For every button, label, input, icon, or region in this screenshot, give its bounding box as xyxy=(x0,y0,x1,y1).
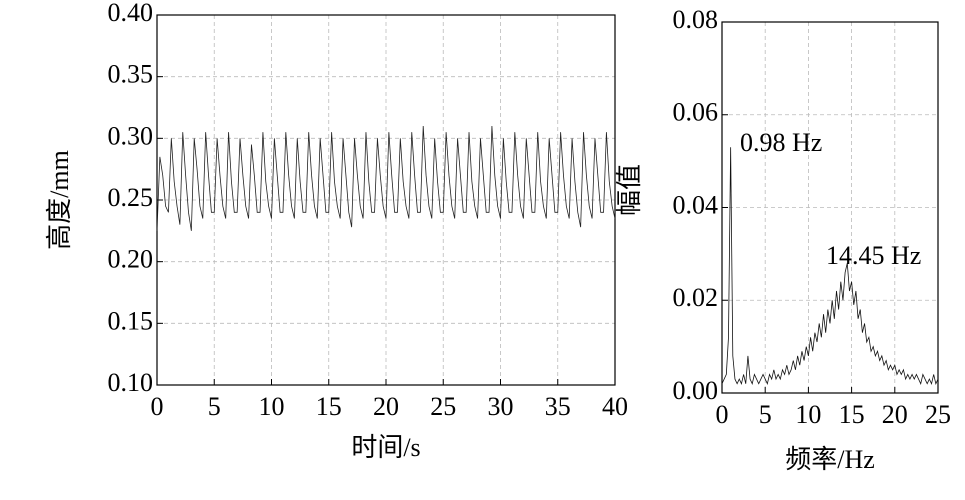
x-tick-label: 10 xyxy=(259,392,285,421)
x-tick-label: 0 xyxy=(716,400,729,429)
x-tick-label: 20 xyxy=(373,392,399,421)
x-tick-label: 20 xyxy=(882,400,908,429)
y-axis-label: 幅值 xyxy=(615,164,644,216)
x-tick-label: 30 xyxy=(488,392,514,421)
y-tick-label: 0.40 xyxy=(108,0,154,27)
y-tick-label: 0.08 xyxy=(673,5,719,34)
y-tick-label: 0.25 xyxy=(108,183,154,212)
y-tick-label: 0.02 xyxy=(673,283,719,312)
data-line xyxy=(721,147,939,385)
x-tick-label: 15 xyxy=(316,392,342,421)
y-axis-label: 高度/mm xyxy=(45,150,74,250)
annotation: 14.45 Hz xyxy=(826,241,921,270)
y-tick-label: 0.06 xyxy=(673,98,719,127)
x-tick-label: 10 xyxy=(795,400,821,429)
x-tick-label: 0 xyxy=(151,392,164,421)
y-tick-label: 0.35 xyxy=(108,60,154,89)
x-tick-label: 35 xyxy=(545,392,571,421)
x-axis-label: 时间/s xyxy=(351,433,420,462)
x-tick-label: 5 xyxy=(208,392,221,421)
x-tick-label: 15 xyxy=(839,400,865,429)
y-tick-label: 0.00 xyxy=(673,376,719,405)
x-tick-label: 25 xyxy=(430,392,456,421)
y-tick-label: 0.15 xyxy=(108,306,154,335)
plot-frame xyxy=(156,14,616,386)
y-tick-label: 0.30 xyxy=(108,121,154,150)
data-line xyxy=(156,125,616,231)
x-tick-label: 40 xyxy=(602,392,628,421)
y-tick-label: 0.04 xyxy=(673,190,719,219)
y-tick-label: 0.20 xyxy=(108,245,154,274)
x-axis-label: 频率/Hz xyxy=(785,445,875,474)
x-tick-label: 25 xyxy=(925,400,951,429)
annotation: 0.98 Hz xyxy=(740,128,822,157)
plot-frame xyxy=(721,21,939,394)
x-tick-label: 5 xyxy=(759,400,772,429)
y-tick-label: 0.10 xyxy=(108,368,154,397)
